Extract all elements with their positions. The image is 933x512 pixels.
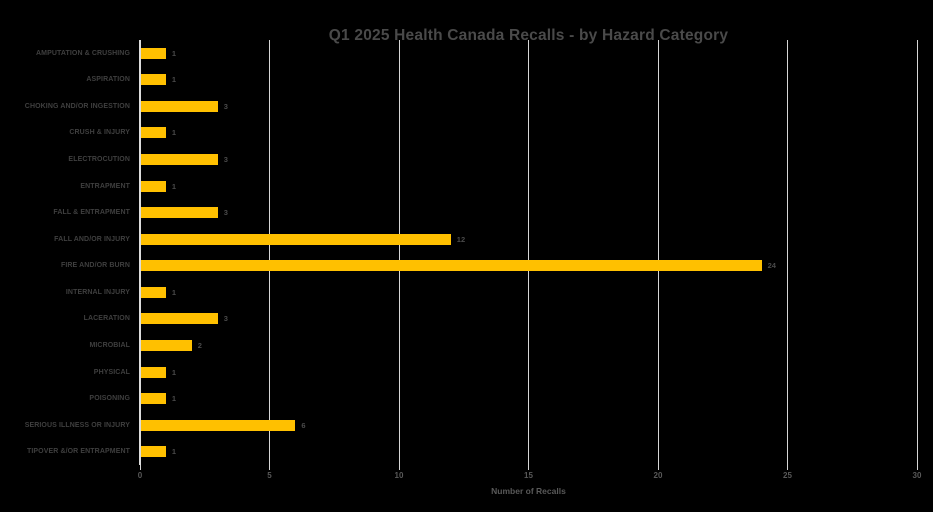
- bar: [141, 260, 762, 272]
- bar: [141, 233, 451, 245]
- x-axis-tick-label: 25: [783, 471, 792, 480]
- value-label: 1: [171, 287, 177, 297]
- x-axis-tickmark: [528, 465, 529, 470]
- bar: [141, 313, 218, 325]
- bar: [141, 47, 166, 59]
- value-label: 3: [223, 155, 228, 165]
- value-label: 12: [456, 234, 466, 244]
- x-axis-tickmark: [657, 465, 659, 470]
- value-label: 1: [171, 181, 177, 191]
- gridline: [916, 40, 918, 465]
- bar: [141, 286, 166, 298]
- value-label: 1: [171, 394, 177, 404]
- x-axis-tickmark: [787, 465, 788, 470]
- value-label: 3: [223, 208, 228, 218]
- value-label: 1: [171, 128, 177, 138]
- x-axis-tickmark: [139, 465, 141, 470]
- category-label: SERIOUS ILLNESS OR INJURY: [24, 421, 130, 429]
- gridline: [269, 40, 270, 465]
- x-axis-tick-label: 30: [912, 471, 922, 480]
- chart-title: Q1 2025 Health Canada Recalls - by Hazar…: [328, 27, 729, 44]
- value-label: 1: [171, 447, 177, 457]
- category-label: FALL AND/OR INJURY: [54, 235, 130, 243]
- value-label: 1: [171, 75, 177, 85]
- gridline: [398, 40, 400, 465]
- bar: [141, 339, 192, 351]
- category-label: TIPOVER &/OR ENTRAPMENT: [26, 448, 130, 456]
- value-label: 2: [197, 340, 202, 350]
- bar: [141, 207, 218, 219]
- bar: [141, 74, 166, 86]
- bar: [141, 446, 166, 458]
- category-label: FALL & ENTRAPMENT: [53, 209, 130, 217]
- category-label: ENTRAPMENT: [80, 182, 130, 190]
- category-label: ASPIRATION: [86, 76, 130, 84]
- x-axis-tick-label: 20: [653, 471, 663, 480]
- bar: [141, 100, 218, 112]
- bar: [141, 419, 296, 431]
- x-axis-tick-label: 10: [394, 471, 404, 480]
- value-label: 3: [223, 101, 228, 111]
- bar: [141, 180, 166, 192]
- x-axis-label: Number of Recalls: [491, 486, 566, 496]
- category-label: AMPUTATION & CRUSHING: [35, 49, 130, 57]
- category-label: INTERNAL INJURY: [65, 288, 130, 296]
- value-label: 1: [171, 48, 177, 58]
- bar: [141, 366, 166, 378]
- category-label: CHOKING AND/OR INGESTION: [24, 102, 130, 110]
- category-label: CRUSH & INJURY: [69, 129, 130, 137]
- gridline: [657, 40, 659, 465]
- category-label: POISONING: [89, 395, 130, 403]
- x-axis-tickmark: [916, 465, 918, 470]
- value-label: 6: [301, 420, 306, 430]
- value-label: 1: [171, 367, 177, 377]
- bar: [141, 127, 166, 139]
- x-axis-tick-label: 5: [267, 471, 272, 480]
- value-label: 3: [223, 314, 228, 324]
- x-axis-tickmark: [398, 465, 400, 470]
- gridline: [787, 40, 788, 465]
- y-axis-line: [139, 40, 141, 465]
- category-label: PHYSICAL: [93, 368, 130, 376]
- category-label: ELECTROCUTION: [68, 156, 130, 164]
- category-label: LACERATION: [83, 315, 130, 323]
- bar: [141, 393, 166, 405]
- gridline: [528, 40, 529, 465]
- category-label: FIRE AND/OR BURN: [60, 262, 130, 270]
- x-axis-tick-label: 15: [524, 471, 533, 480]
- value-label: 24: [767, 261, 776, 271]
- bar: [141, 154, 218, 166]
- category-label: MICROBIAL: [89, 341, 130, 349]
- x-axis-tick-label: 0: [137, 471, 143, 480]
- x-axis-tickmark: [269, 465, 270, 470]
